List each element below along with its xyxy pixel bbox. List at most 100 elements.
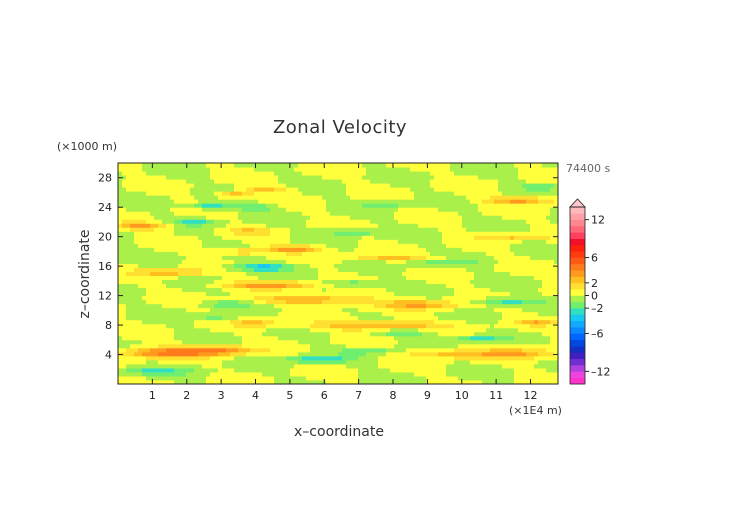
heatmap-cell: [382, 243, 387, 248]
heatmap-cell: [198, 215, 203, 220]
heatmap-cell: [182, 195, 187, 200]
heatmap-cell: [166, 295, 171, 301]
heatmap-cell: [294, 283, 299, 289]
heatmap-cell: [166, 291, 171, 297]
heatmap-cell: [426, 199, 431, 204]
heatmap-cell: [306, 211, 311, 216]
heatmap-cell: [418, 211, 423, 216]
heatmap-cell: [254, 243, 259, 248]
heatmap-cell: [170, 263, 175, 268]
heatmap-cell: [174, 315, 179, 321]
heatmap-cell: [478, 251, 483, 256]
heatmap-cell: [442, 311, 447, 317]
heatmap-cell: [334, 247, 339, 252]
heatmap-cell: [338, 171, 343, 176]
heatmap-cell: [466, 343, 471, 349]
heatmap-cell: [378, 295, 383, 301]
heatmap-cell: [174, 279, 179, 285]
heatmap-cell: [394, 367, 399, 373]
heatmap-cell: [166, 303, 171, 309]
heatmap-cell: [478, 303, 483, 309]
heatmap-cell: [258, 259, 263, 264]
heatmap-cell: [198, 275, 203, 281]
heatmap-cell: [434, 379, 439, 385]
heatmap-cell: [362, 163, 367, 168]
heatmap-cell: [254, 263, 259, 268]
heatmap-cell: [202, 223, 207, 228]
heatmap-cell: [274, 295, 279, 301]
heatmap-cell: [214, 207, 219, 212]
heatmap-cell: [178, 215, 183, 220]
heatmap-cell: [370, 339, 375, 345]
heatmap-cell: [350, 335, 355, 341]
heatmap-cell: [230, 211, 235, 216]
heatmap-cell: [174, 363, 179, 369]
heatmap-cell: [342, 179, 347, 184]
heatmap-cell: [266, 355, 271, 361]
heatmap-cell: [442, 239, 447, 244]
heatmap-cell: [158, 179, 163, 184]
heatmap-cell: [158, 267, 163, 272]
heatmap-cell: [270, 339, 275, 345]
heatmap-cell: [386, 267, 391, 272]
heatmap-cell: [178, 367, 183, 373]
heatmap-cell: [462, 179, 467, 184]
heatmap-cell: [346, 199, 351, 204]
heatmap-cell: [386, 187, 391, 192]
heatmap-cell: [286, 215, 291, 220]
heatmap-cell: [326, 239, 331, 244]
heatmap-cell: [322, 323, 327, 329]
heatmap-cell: [406, 215, 411, 220]
heatmap-cell: [210, 283, 215, 289]
heatmap-cell: [122, 231, 127, 236]
heatmap-cell: [378, 267, 383, 272]
heatmap-cell: [242, 327, 247, 333]
heatmap-cell: [186, 215, 191, 220]
heatmap-cell: [294, 231, 299, 236]
heatmap-cell: [210, 171, 215, 176]
heatmap-cell: [334, 303, 339, 309]
heatmap-cell: [466, 219, 471, 224]
heatmap-cell: [186, 283, 191, 289]
heatmap-cell: [162, 235, 167, 240]
heatmap-cell: [450, 223, 455, 228]
heatmap-cell: [374, 195, 379, 200]
heatmap-cell: [310, 307, 315, 313]
heatmap-cell: [422, 235, 427, 240]
heatmap-cell: [438, 291, 443, 297]
heatmap-cell: [474, 167, 479, 172]
heatmap-cell: [306, 351, 311, 357]
heatmap-cell: [262, 271, 267, 277]
heatmap-cell: [358, 275, 363, 281]
heatmap-cell: [390, 251, 395, 256]
heatmap-cell: [418, 171, 423, 176]
heatmap-cell: [138, 259, 143, 264]
heatmap-cell: [470, 207, 475, 212]
heatmap-cell: [454, 299, 459, 305]
heatmap-cell: [298, 179, 303, 184]
heatmap-cell: [138, 163, 143, 168]
heatmap-cell: [166, 287, 171, 293]
heatmap-cell: [302, 179, 307, 184]
heatmap-cell: [266, 239, 271, 244]
heatmap-cell: [370, 371, 375, 377]
heatmap-cell: [466, 243, 471, 248]
heatmap-cell: [146, 295, 151, 301]
heatmap-cell: [358, 263, 363, 268]
heatmap-cell: [130, 323, 135, 329]
heatmap-cell: [158, 327, 163, 333]
heatmap-cell: [130, 243, 135, 248]
heatmap-cell: [454, 295, 459, 301]
heatmap-cell: [458, 279, 463, 285]
heatmap-cell: [254, 339, 259, 345]
heatmap-cell: [210, 379, 215, 385]
heatmap-cell: [342, 327, 347, 333]
heatmap-cell: [262, 323, 267, 329]
heatmap-cell: [310, 195, 315, 200]
heatmap-cell: [450, 215, 455, 220]
heatmap-cell: [154, 191, 159, 196]
heatmap-cell: [174, 271, 179, 277]
heatmap-cell: [134, 199, 139, 204]
heatmap-cell: [206, 371, 211, 377]
heatmap-cell: [310, 339, 315, 345]
